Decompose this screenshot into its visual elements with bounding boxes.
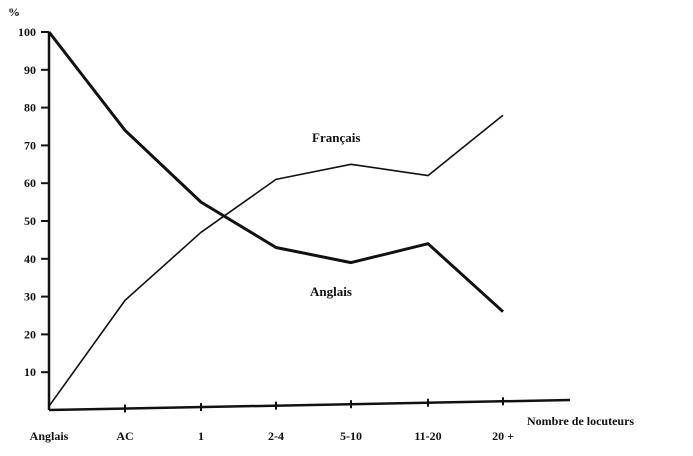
- x-tick-label: 20 +: [492, 429, 514, 443]
- series-line-anglais: [47, 31, 505, 313]
- y-tick-label: 100: [18, 25, 36, 39]
- x-tick-label: 5-10: [340, 429, 362, 443]
- y-tick-label: 60: [24, 176, 36, 190]
- series-line-franais: [48, 114, 504, 407]
- y-tick-label: 40: [24, 252, 36, 266]
- x-tick-label: 2-4: [268, 429, 284, 443]
- axes: [47, 32, 571, 412]
- x-axis-line: [48, 398, 571, 412]
- y-tick-label: 30: [24, 290, 36, 304]
- y-tick-label: 10: [24, 365, 36, 379]
- series-label-francais: Français: [312, 130, 360, 145]
- x-tick-label: 11-20: [414, 429, 441, 443]
- x-tick-label: AC: [116, 429, 133, 443]
- y-tick-label: 80: [24, 101, 36, 115]
- y-tick-label: 50: [24, 214, 36, 228]
- y-ticks: 10 20 30 40 50 60 70 80 90 100: [18, 25, 49, 379]
- series-lines: [47, 31, 505, 407]
- x-axis-label: Nombre de locuteurs: [527, 414, 634, 428]
- y-tick-label: 70: [24, 138, 36, 152]
- y-axis-unit: %: [8, 5, 20, 19]
- x-tick-label: Anglais: [30, 429, 69, 443]
- x-tick-label: 1: [198, 429, 204, 443]
- y-tick-label: 20: [24, 327, 36, 341]
- y-tick-label: 90: [24, 63, 36, 77]
- series-label-anglais: Anglais: [310, 284, 352, 299]
- x-ticks: Anglais AC 1 2-4 5-10 11-20 20 +: [30, 397, 514, 443]
